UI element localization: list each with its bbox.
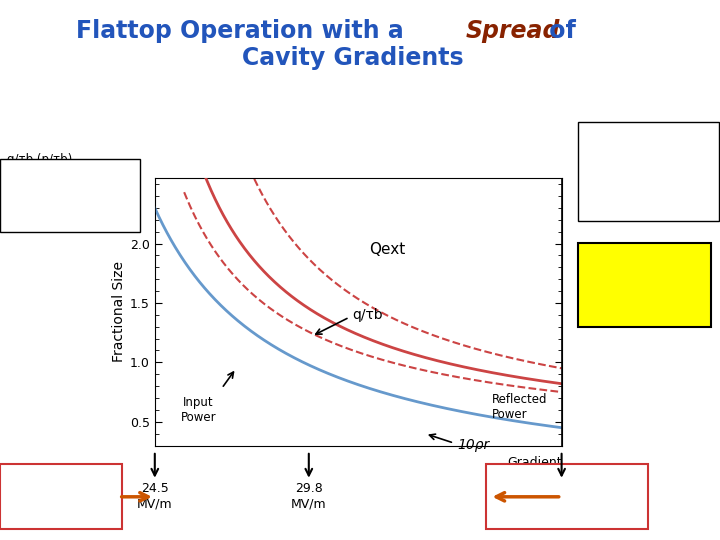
Text: Input
Power: Input Power [181,396,216,423]
Text: Most
important
slide: Most important slide [586,247,664,296]
Text: Flattop Operation with a: Flattop Operation with a [76,19,412,43]
Text: +/- 20% spread
allowed: +/- 20% spread allowed [515,468,618,496]
Text: Assumes flat
distribution of
limiting gradients
31.5 +/- 20%: Assumes flat distribution of limiting gr… [9,163,101,210]
Y-axis label: Fractional Size: Fractional Size [112,261,126,362]
Text: Gradient: Gradient [507,456,562,469]
Text: 29.8
MV/m: 29.8 MV/m [291,482,327,510]
Text: 10ρr: 10ρr [457,438,490,453]
Text: Spread: Spread [466,19,560,43]
Text: 24.5
MV/m: 24.5 MV/m [137,482,173,510]
Text: 31.5 MV/m
Average: 31.5 MV/m Average [25,468,97,496]
Text: Qext: Qext [369,242,405,257]
Text: q/τb (p/τb): q/τb (p/τb) [7,153,73,166]
Text: q/τb: q/τb [352,308,383,322]
Text: of: of [541,19,576,43]
Text: Cavity Gradients: Cavity Gradients [242,46,464,70]
Text: 38.5
MV/m: 38.5 MV/m [544,482,580,510]
Text: cavity-by-cavity
adjustable
power and Q_l.
Rise time is
common to all
cavities –: cavity-by-cavity adjustable power and Q_… [586,125,669,198]
Text: Reflected
Power: Reflected Power [492,394,547,422]
